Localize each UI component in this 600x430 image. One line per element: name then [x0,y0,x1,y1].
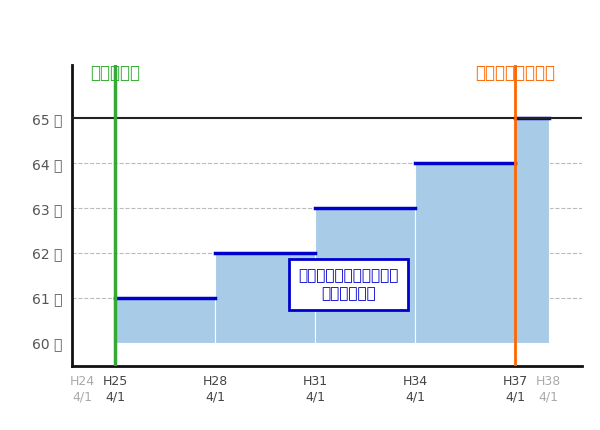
Bar [115,298,215,343]
Bar [415,163,515,343]
Text: 希望者全員を対象とする
継続雇用制度: 希望者全員を対象とする 継続雇用制度 [298,268,399,301]
Text: 改正法施行: 改正法施行 [91,64,140,83]
Bar [215,253,316,343]
Bar [316,208,415,343]
Text: 経過措置期間終了: 経過措置期間終了 [475,64,556,83]
Bar [515,118,548,343]
